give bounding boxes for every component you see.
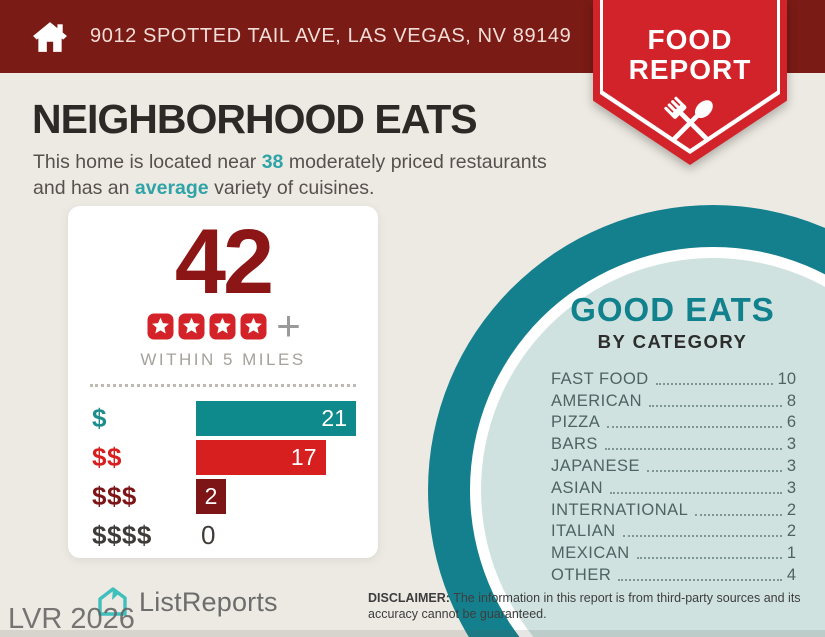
- good-eats-subtitle: BY CATEGORY: [597, 331, 748, 352]
- price-bar-row: $$$$ 0: [92, 516, 378, 554]
- price-tier-zero-value: 0: [201, 519, 216, 550]
- brand-name: ListReports: [139, 586, 278, 617]
- category-name: OTHER: [551, 565, 612, 584]
- price-tier-bar: 17: [196, 439, 326, 475]
- page-subtitle: This home is located near 38 moderately …: [33, 149, 573, 201]
- category-count: 6: [786, 413, 796, 432]
- category-row: ITALIAN 2: [551, 520, 796, 542]
- price-tier-bar-chart: $21 $$ 17 $$$ 2 $$$$ 0: [68, 399, 378, 554]
- dot-leader: [618, 578, 782, 581]
- dot-leader: [646, 469, 782, 472]
- dotted-divider: [90, 384, 356, 387]
- dot-leader: [607, 426, 782, 429]
- category-name: ITALIAN: [551, 522, 616, 541]
- disclaimer-label: DISCLAIMER:: [368, 591, 450, 605]
- category-name: AMERICAN: [551, 391, 643, 410]
- category-count: 4: [786, 565, 796, 584]
- price-tier-label: $$$: [92, 480, 137, 511]
- price-bar-row: $21: [92, 399, 378, 437]
- category-row: PIZZA 6: [551, 411, 796, 433]
- category-row: INTERNATIONAL 2: [551, 498, 796, 520]
- category-name: ASIAN: [551, 478, 604, 497]
- category-row: BARS 3: [551, 432, 796, 454]
- dot-leader: [604, 448, 782, 451]
- dot-leader: [695, 513, 782, 516]
- category-name: MEXICAN: [551, 544, 630, 563]
- category-count: 3: [786, 456, 796, 475]
- disclaimer-text: The information in this report is from t…: [368, 591, 801, 622]
- subtitle-text: variety of cuisines.: [208, 177, 375, 200]
- category-count: 3: [786, 435, 796, 454]
- subtitle-text: This home is located near: [33, 151, 262, 173]
- category-count: 10: [777, 369, 796, 388]
- price-bar-row: $$ 17: [92, 438, 378, 476]
- category-row: MEXICAN 1: [551, 541, 796, 563]
- star-icon: [178, 313, 205, 339]
- plus-sign: +: [276, 302, 301, 349]
- home-icon: [33, 21, 67, 52]
- watermark: LVR 2026: [8, 603, 135, 635]
- dot-leader: [610, 491, 782, 494]
- category-count: 2: [786, 500, 796, 519]
- good-eats-title: GOOD EATS: [570, 291, 775, 328]
- category-count: 1: [786, 544, 796, 563]
- radius-label: WITHIN 5 MILES: [140, 350, 306, 369]
- dot-leader: [649, 404, 782, 407]
- subtitle-text: moderately priced restaurants and has an: [33, 151, 547, 200]
- price-tier-bar: 21: [196, 400, 356, 436]
- category-name: BARS: [551, 435, 598, 454]
- category-name: FAST FOOD: [551, 369, 649, 388]
- restaurant-count-inline: 38: [261, 151, 284, 173]
- ribbon-line1: FOOD: [647, 24, 733, 55]
- category-list: FAST FOOD 10 AMERICAN 8 PIZZA 6 BARS 3 JAPANESE 3…: [545, 367, 800, 585]
- category-count: 8: [786, 391, 796, 410]
- restaurant-summary-card: 42 + WITHIN 5 MILES $21 $$ 17 $$$ 2 $$$$ 0: [68, 206, 378, 558]
- category-row: FAST FOOD 10: [551, 367, 796, 389]
- listreports-brand: ListReports: [95, 585, 278, 619]
- category-row: AMERICAN 8: [551, 389, 796, 411]
- category-name: PIZZA: [551, 413, 601, 432]
- restaurant-total-count: 42: [174, 211, 274, 313]
- category-row: ASIAN 3: [551, 476, 796, 498]
- category-row: JAPANESE 3: [551, 454, 796, 476]
- ribbon-line2: REPORT: [628, 54, 752, 85]
- variety-rating-inline: average: [134, 177, 209, 200]
- crossed-spoon-fork-icon: [664, 96, 713, 142]
- star-rating: +: [68, 302, 378, 349]
- price-tier-label: $$: [92, 441, 122, 472]
- page-title: NEIGHBORHOOD EATS: [32, 96, 478, 142]
- property-address: 9012 SPOTTED TAIL AVE, LAS VEGAS, NV 891…: [90, 25, 572, 47]
- star-icon: [240, 313, 267, 339]
- category-count: 3: [786, 478, 796, 497]
- listreports-logo-icon: [98, 587, 127, 616]
- price-tier-label: $: [92, 402, 107, 433]
- dot-leader: [636, 557, 782, 560]
- category-name: JAPANESE: [551, 456, 640, 475]
- price-tier-bar: 2: [196, 478, 226, 514]
- disclaimer: DISCLAIMER: The information in this repo…: [368, 590, 808, 623]
- dot-leader: [622, 535, 782, 538]
- category-name: INTERNATIONAL: [551, 500, 689, 519]
- bottom-edge-shade: [0, 630, 825, 637]
- category-row: OTHER 4: [551, 563, 796, 585]
- price-bar-row: $$$ 2: [92, 477, 378, 515]
- price-tier-label: $$$$: [92, 519, 152, 550]
- star-icon: [147, 313, 174, 339]
- category-count: 2: [786, 522, 796, 541]
- star-icon: [209, 313, 236, 339]
- dot-leader: [655, 382, 773, 385]
- food-report-ribbon: FOOD REPORT: [593, 0, 787, 165]
- good-eats-panel: GOOD EATS BY CATEGORY FAST FOOD 10 AMERICA…: [545, 291, 800, 585]
